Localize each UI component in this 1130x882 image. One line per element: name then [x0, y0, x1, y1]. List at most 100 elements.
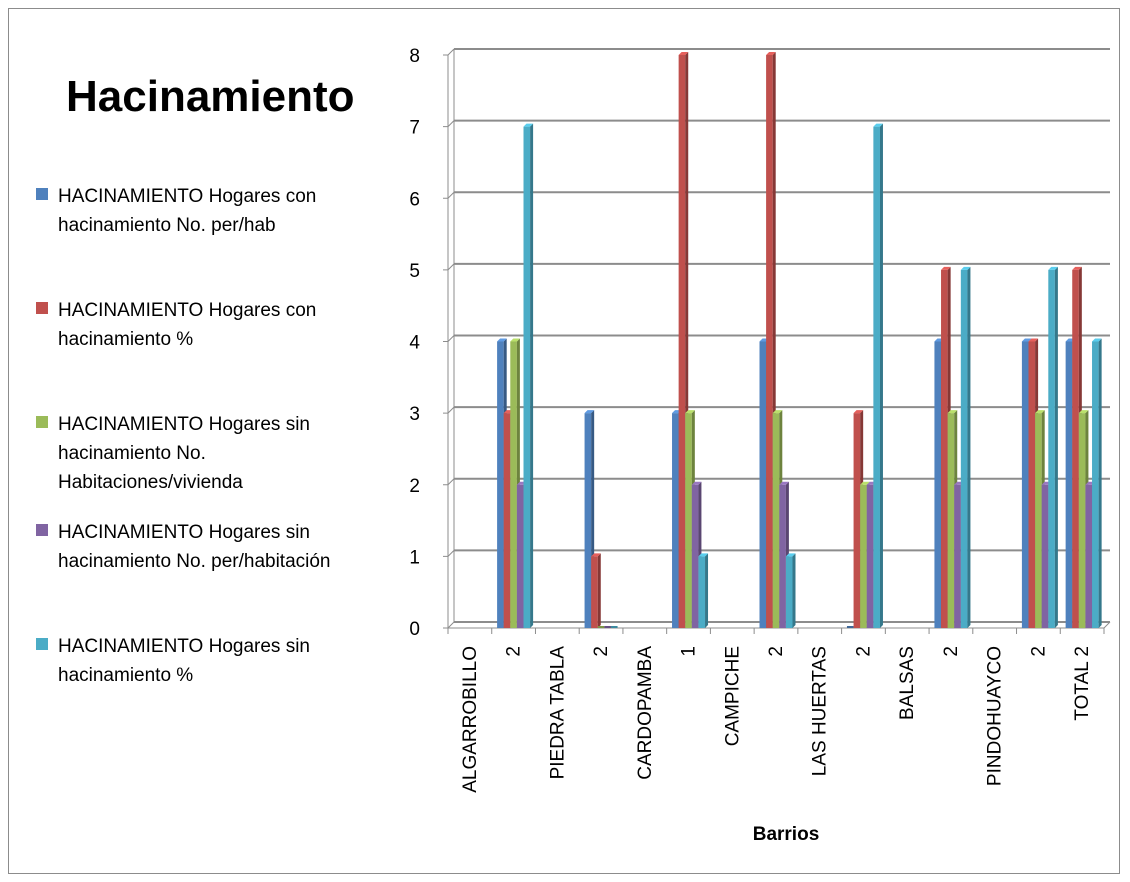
bar-3-2 [597, 626, 605, 628]
gridline-diag-5 [447, 263, 455, 271]
bar-7-0 [759, 341, 767, 628]
legend-label-1: HACINAMIENTO Hogares con hacinamiento No… [58, 186, 317, 236]
bar-top-14-1 [1072, 266, 1082, 270]
legend-label-3: HACINAMIENTO Hogares sin hacinamiento No… [58, 414, 310, 493]
y-tick-label-8: 8 [409, 46, 420, 67]
bar-7-1 [766, 55, 773, 628]
y-tick-label-7: 7 [409, 118, 420, 139]
bar-3-0 [584, 413, 592, 628]
bar-top-7-4 [785, 553, 796, 557]
bar-13-4 [1048, 269, 1055, 628]
bar-3-1 [591, 556, 598, 628]
x-tick-label-3: 2 [591, 646, 612, 657]
bar-top-11-4 [960, 266, 971, 270]
x-tick-label-6: CAMPICHE [722, 646, 743, 746]
x-tick-label-13: 2 [1028, 646, 1049, 657]
bar-side-13-4 [1054, 266, 1058, 628]
bar-top-5-4 [698, 553, 709, 557]
bar-7-4 [785, 556, 793, 628]
legend-label-5: HACINAMIENTO Hogares sin hacinamiento % [58, 636, 310, 686]
legend-item-3: HACINAMIENTO Hogares sin hacinamiento No… [36, 410, 378, 497]
chart-title: Hacinamiento [66, 72, 355, 121]
x-tick-label-11: 2 [941, 646, 962, 657]
bar-11-3 [954, 484, 961, 628]
bar-13-1 [1028, 341, 1036, 628]
bar-5-4 [698, 556, 706, 628]
bar-top-5-2 [685, 410, 695, 414]
bar-13-3 [1041, 484, 1049, 628]
x-tick-label-4: CARDOPAMBA [635, 646, 656, 780]
floor-right-edge [1103, 621, 1111, 629]
bar-14-2 [1078, 413, 1086, 628]
bar-top-13-1 [1028, 338, 1039, 342]
bar-top-5-3 [691, 481, 702, 485]
gridline-diag-6 [447, 191, 455, 199]
bar-14-4 [1092, 341, 1099, 628]
gridline-diag-3 [447, 406, 455, 414]
bar-top-7-3 [779, 481, 789, 485]
bar-5-0 [672, 413, 679, 628]
gridline-diag-4 [447, 335, 455, 342]
gridline-diag-0 [447, 621, 455, 629]
bar-9-1 [853, 413, 861, 628]
bar-top-9-4 [873, 123, 883, 127]
bar-13-2 [1035, 413, 1042, 628]
bar-3-3 [604, 626, 611, 628]
bar-top-5-1 [678, 52, 689, 55]
bar-14-0 [1065, 341, 1073, 628]
gridline-diag-8 [447, 48, 455, 56]
x-tick-label-14: TOTAL 2 [1072, 646, 1093, 721]
bar-top-11-1 [941, 266, 951, 270]
x-tick-label-2: PIEDRA TABLA [547, 646, 568, 780]
bar-9-2 [860, 484, 867, 628]
legend-swatch-3 [36, 416, 48, 428]
bar-top-11-2 [947, 410, 958, 414]
bar-side-11-4 [967, 266, 971, 628]
bar-5-1 [678, 55, 686, 628]
bar-top-13-2 [1035, 410, 1045, 414]
legend-item-1: HACINAMIENTO Hogares con hacinamiento No… [36, 182, 378, 240]
x-tick-label-8: LAS HUERTAS [810, 646, 831, 776]
bar-14-1 [1072, 269, 1079, 628]
y-tick-label-1: 1 [409, 547, 420, 568]
legend-swatch-5 [36, 638, 48, 650]
bar-top-7-2 [772, 410, 783, 414]
bar-7-2 [772, 413, 780, 628]
bar-1-2 [510, 341, 517, 628]
y-tick-label-6: 6 [409, 189, 420, 210]
bar-1-4 [523, 126, 531, 628]
bar-top-14-4 [1092, 338, 1102, 342]
bar-top-9-1 [853, 410, 864, 414]
bar-top-3-0 [584, 410, 595, 414]
x-tick-label-12: PINDOHUAYCO [985, 646, 1006, 786]
bar-side-1-4 [530, 123, 534, 628]
y-tick-label-4: 4 [409, 333, 420, 354]
legend-swatch-2 [36, 302, 48, 314]
bar-14-3 [1085, 484, 1093, 628]
legend-swatch-1 [36, 188, 48, 200]
legend-item-4: HACINAMIENTO Hogares sin hacinamiento No… [36, 518, 378, 576]
x-axis-title: Barrios [753, 824, 820, 845]
x-tick-label-5: 1 [679, 646, 700, 657]
bar-side-7-4 [792, 553, 796, 628]
bar-5-2 [685, 413, 692, 628]
y-tick-label-3: 3 [409, 404, 420, 425]
bar-side-14-4 [1098, 338, 1102, 628]
bar-side-5-4 [705, 553, 709, 628]
bar-1-0 [497, 341, 504, 628]
bar-top-13-4 [1048, 266, 1058, 270]
bar-9-4 [873, 126, 880, 628]
legend-item-5: HACINAMIENTO Hogares sin hacinamiento % [36, 632, 378, 690]
bar-9-3 [866, 484, 874, 628]
bar-9-0 [846, 626, 854, 628]
bar-5-3 [691, 484, 699, 628]
y-tick-label-0: 0 [409, 619, 420, 640]
bar-11-1 [941, 269, 948, 628]
x-tick-label-10: BALSAS [897, 646, 918, 720]
bar-top-3-1 [591, 553, 601, 557]
bar-1-1 [503, 413, 511, 628]
y-tick-label-2: 2 [409, 476, 420, 497]
gridline-diag-2 [447, 478, 455, 486]
y-tick-label-5: 5 [409, 261, 420, 282]
bar-1-3 [516, 484, 524, 628]
